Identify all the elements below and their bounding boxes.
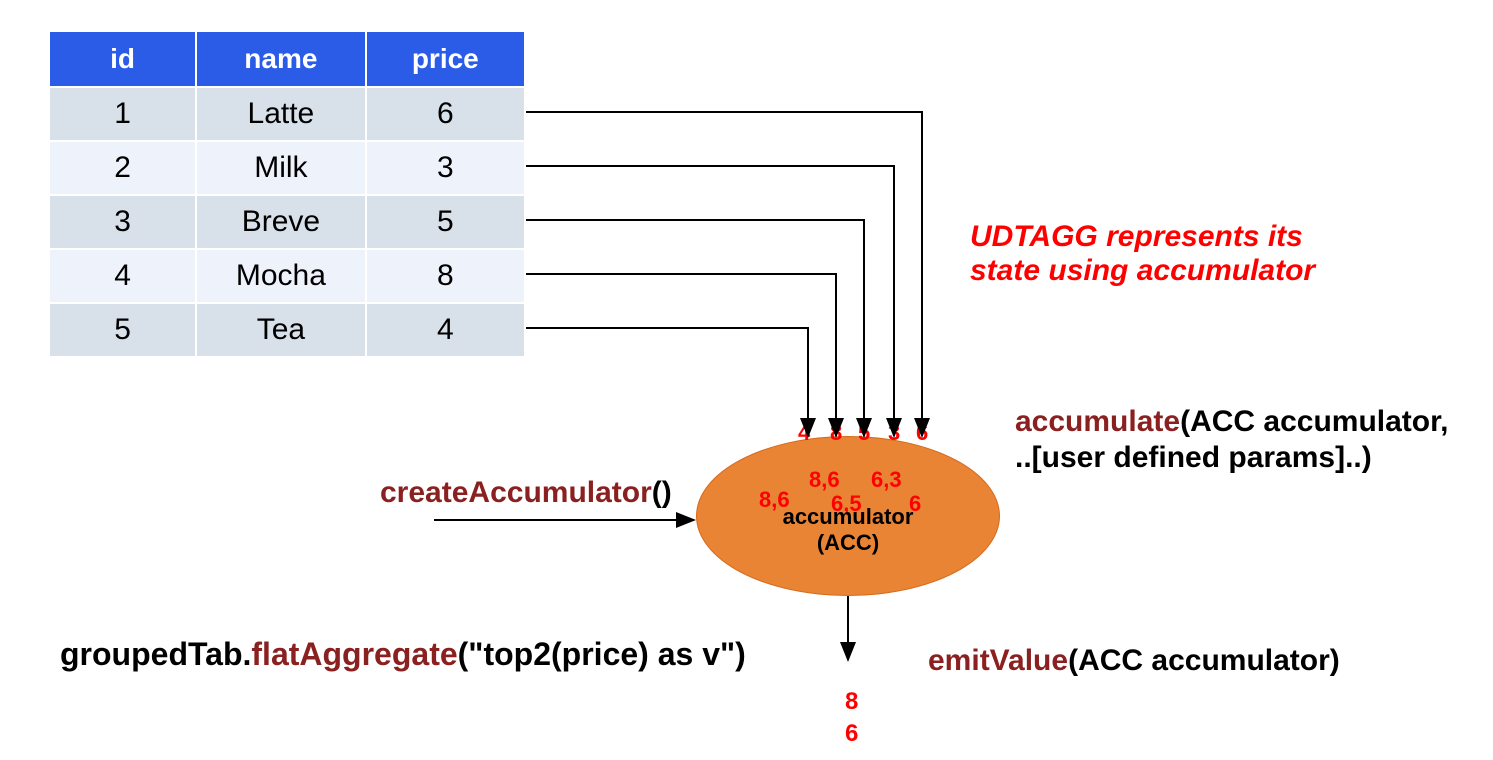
table-row: 3Breve5 [49, 195, 525, 249]
accumulate-label: accumulate(ACC accumulator, ..[user defi… [1015, 404, 1475, 476]
table-cell: 6 [366, 87, 525, 141]
accumulate-fn: accumulate [1015, 405, 1180, 438]
callout-line1: UDTAGG represents its [970, 220, 1303, 253]
accumulate-rest-line2: ..[user defined params]..) [1015, 441, 1372, 474]
table-row: 4Mocha8 [49, 249, 525, 303]
accumulator-ellipse: 8,68,66,56,36 accumulator (ACC) [696, 436, 1000, 596]
create-accumulator-label: createAccumulator() [380, 476, 672, 510]
emit-value-label: emitValue(ACC accumulator) [928, 644, 1340, 678]
accumulator-label-bottom: (ACC) [817, 530, 879, 555]
table-cell: 3 [366, 141, 525, 195]
table-cell: 1 [49, 87, 196, 141]
table-cell: 3 [49, 195, 196, 249]
table-cell: Milk [196, 141, 365, 195]
table-row: 2Milk3 [49, 141, 525, 195]
incoming-value: 3 [888, 420, 900, 446]
accumulator-state-value: 6,3 [871, 467, 902, 493]
table-cell: 8 [366, 249, 525, 303]
code-fn: flatAggregate [251, 636, 457, 672]
incoming-value: 8 [830, 420, 842, 446]
accumulator-label-top: accumulator [783, 504, 914, 529]
table-cell: Mocha [196, 249, 365, 303]
table-cell: Breve [196, 195, 365, 249]
callout-line2: state using accumulator [970, 254, 1315, 287]
create-accumulator-paren: () [652, 476, 672, 509]
emit-output-value: 8 [845, 688, 858, 716]
table-cell: Latte [196, 87, 365, 141]
incoming-value: 6 [916, 420, 928, 446]
table-cell: 5 [49, 303, 196, 357]
code-part1: groupedTab. [60, 636, 251, 672]
table-cell: Tea [196, 303, 365, 357]
code-part2: ("top2(price) as v") [458, 636, 746, 672]
create-accumulator-fn: createAccumulator [380, 476, 652, 509]
emit-value-fn: emitValue [928, 644, 1068, 677]
accumulate-rest-line1: (ACC accumulator, [1180, 405, 1448, 438]
table-cell: 2 [49, 141, 196, 195]
udtagg-callout: UDTAGG represents its state using accumu… [970, 220, 1315, 288]
table-header-price: price [366, 31, 525, 87]
table-cell: 5 [366, 195, 525, 249]
emit-value-rest: (ACC accumulator) [1068, 644, 1340, 677]
incoming-value: 4 [798, 420, 810, 446]
table-header-id: id [49, 31, 196, 87]
table-header-name: name [196, 31, 365, 87]
table-cell: 4 [366, 303, 525, 357]
emit-output-value: 6 [845, 720, 858, 748]
code-line: groupedTab.flatAggregate("top2(price) as… [60, 636, 746, 673]
table-row: 1Latte6 [49, 87, 525, 141]
incoming-value: 5 [858, 420, 870, 446]
accumulator-state-value: 8,6 [809, 467, 840, 493]
data-table: idnameprice1Latte62Milk33Breve54Mocha85T… [48, 30, 526, 358]
table-row: 5Tea4 [49, 303, 525, 357]
table-cell: 4 [49, 249, 196, 303]
